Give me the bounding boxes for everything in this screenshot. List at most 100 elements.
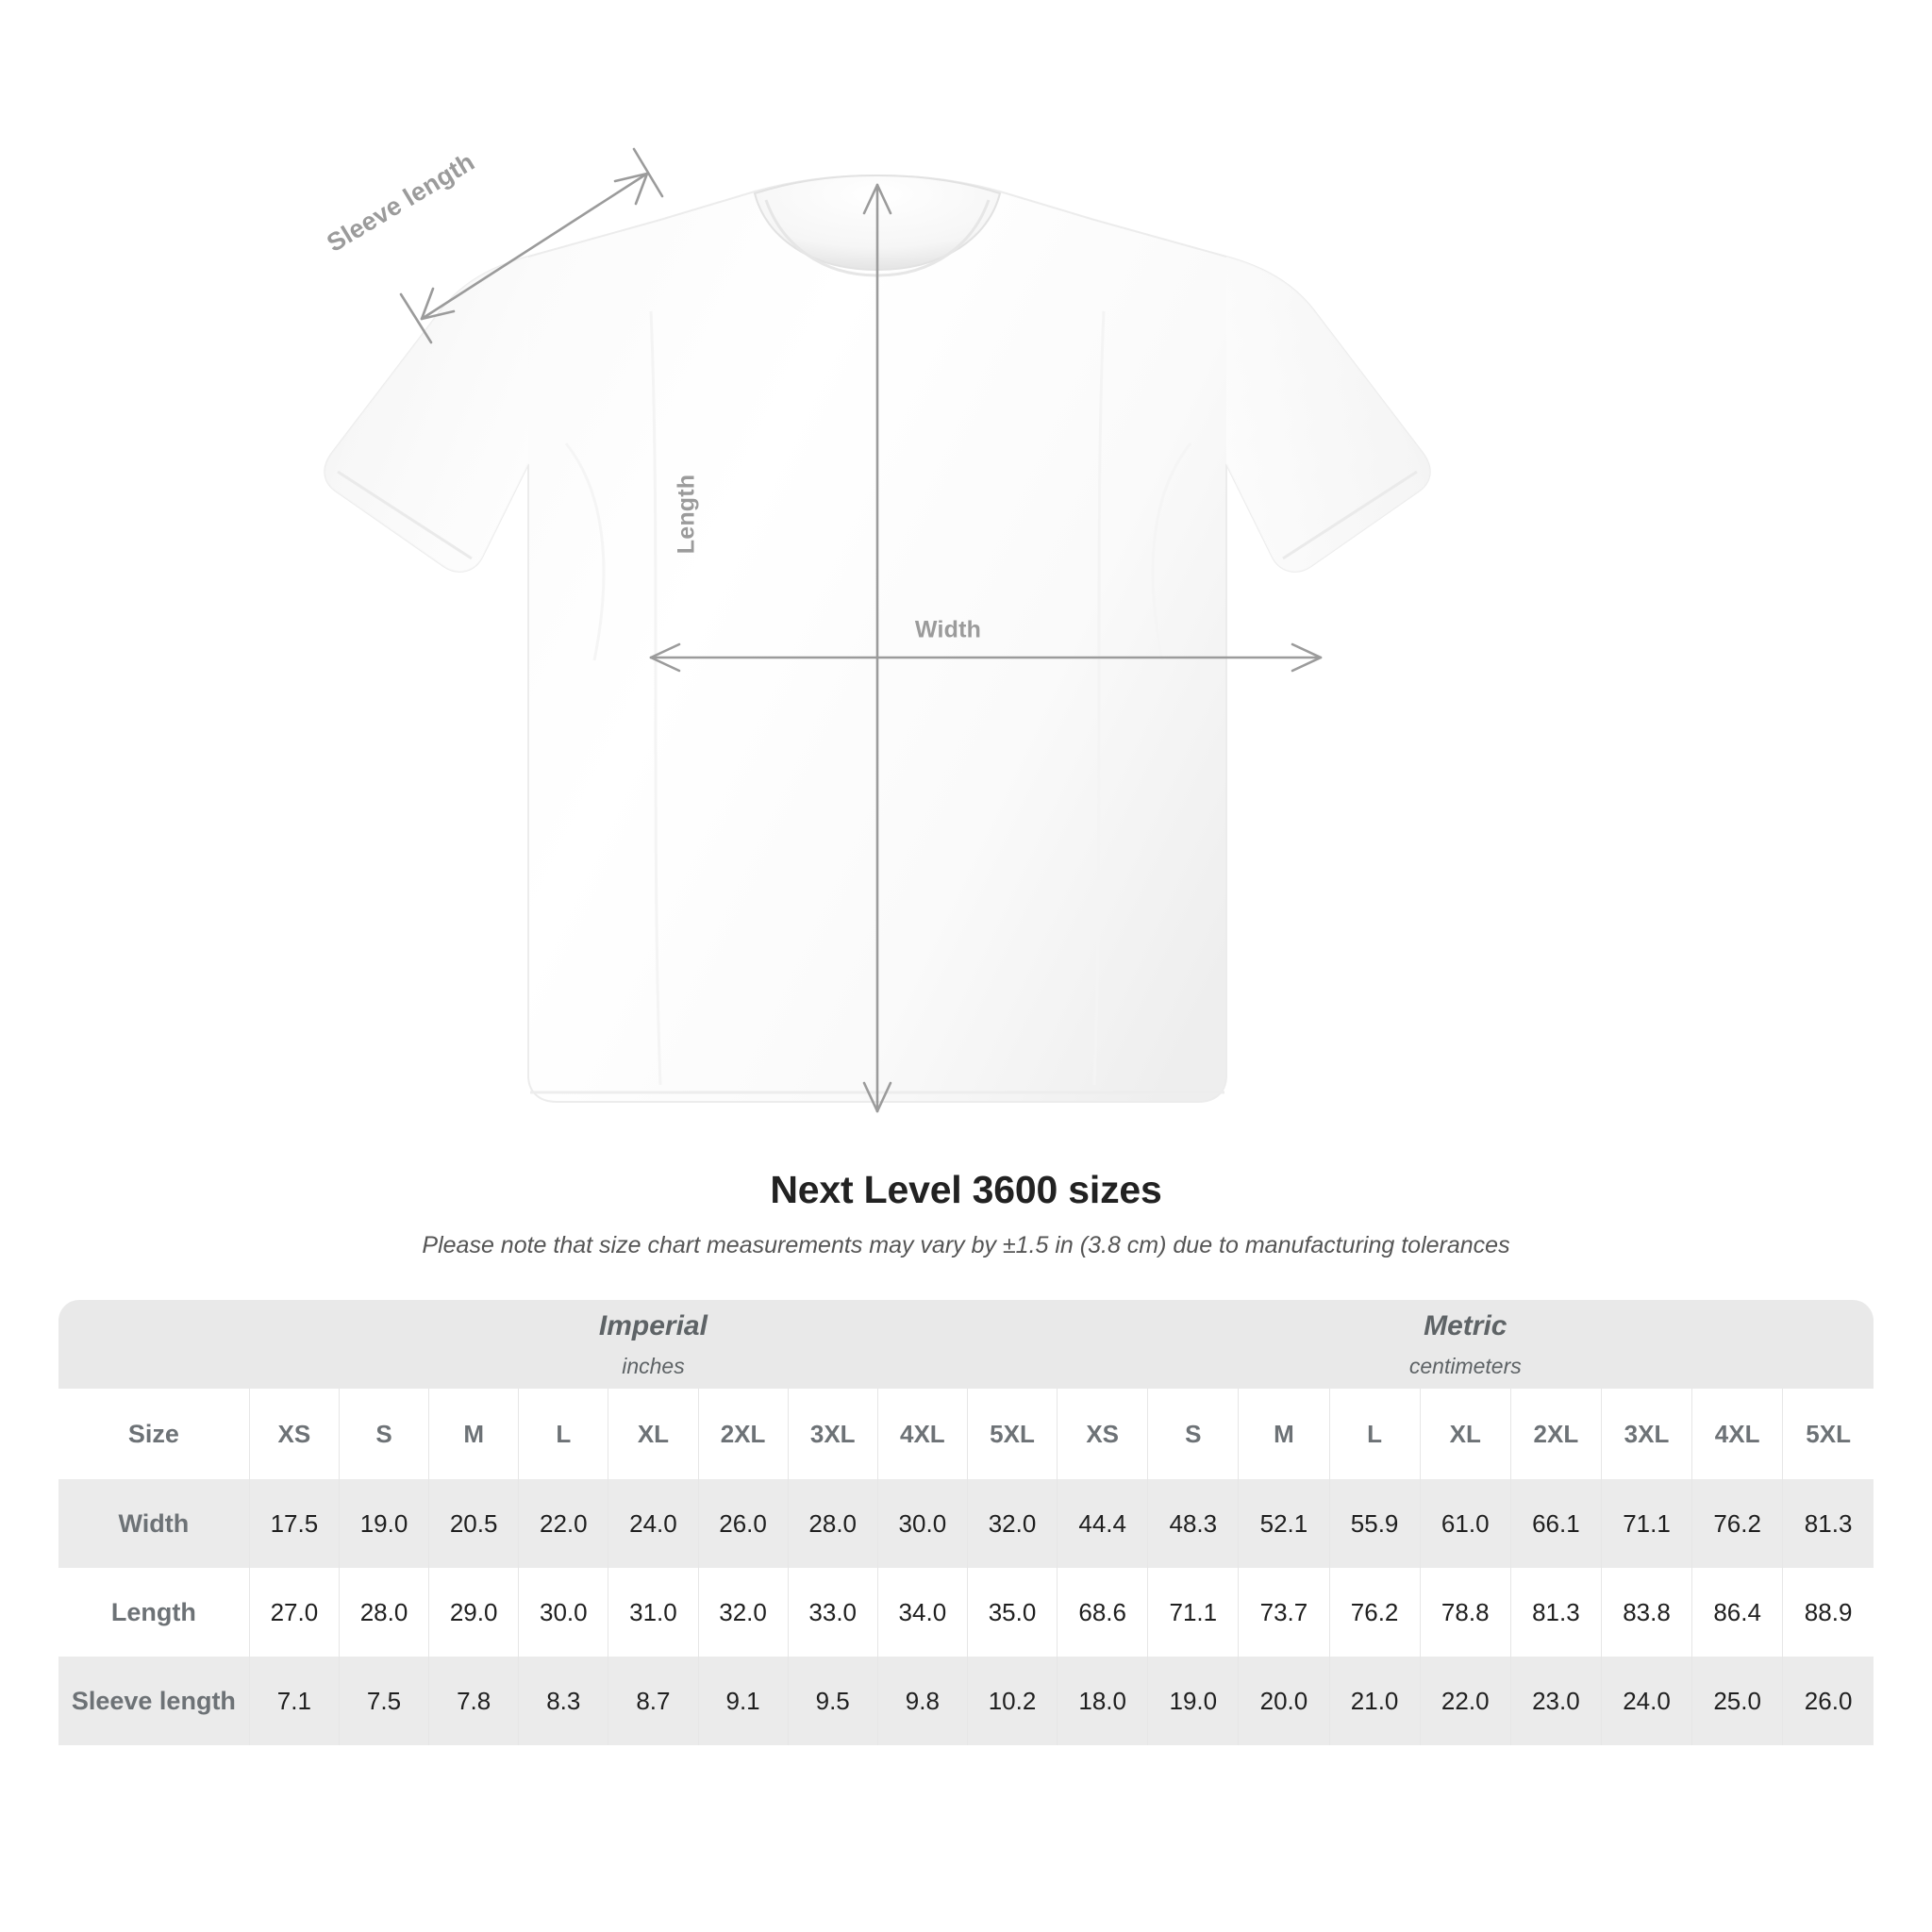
size-header-metric-3xl: 3XL <box>1600 1389 1692 1479</box>
cell-imperial-2xl: 9.1 <box>697 1657 789 1745</box>
fold-left <box>649 310 662 1086</box>
size-header-imperial-3xl: 3XL <box>787 1389 878 1479</box>
cell-metric-xl: 22.0 <box>1419 1657 1511 1745</box>
width-arrowhead-left <box>649 642 681 673</box>
page-title: Next Level 3600 sizes <box>770 1168 1162 1211</box>
sleeve-measure-line <box>420 172 649 321</box>
cell-imperial-5xl: 10.2 <box>966 1657 1058 1745</box>
cell-imperial-4xl: 34.0 <box>876 1568 968 1657</box>
cell-metric-s: 19.0 <box>1147 1657 1239 1745</box>
cell-imperial-l: 22.0 <box>518 1479 608 1568</box>
cell-metric-m: 73.7 <box>1238 1568 1330 1657</box>
cell-imperial-xl: 8.7 <box>608 1657 698 1745</box>
cell-imperial-l: 8.3 <box>518 1657 608 1745</box>
cell-metric-m: 20.0 <box>1238 1657 1330 1745</box>
cell-metric-s: 71.1 <box>1147 1568 1239 1657</box>
size-header-imperial-xs: XS <box>248 1389 340 1479</box>
size-header-metric-4xl: 4XL <box>1691 1389 1783 1479</box>
left-sleeve-hem <box>337 470 473 560</box>
cell-imperial-xs: 7.1 <box>248 1657 340 1745</box>
size-header-metric-s: S <box>1147 1389 1239 1479</box>
row-label-width: Width <box>58 1479 250 1568</box>
sleeve-arrowhead-end <box>613 172 649 206</box>
length-label: Length <box>673 474 700 555</box>
unit-header-imperial: Imperial inches <box>249 1300 1058 1389</box>
cell-imperial-5xl: 35.0 <box>966 1568 1058 1657</box>
sleeve-tick-start <box>399 292 433 344</box>
cell-imperial-l: 30.0 <box>518 1568 608 1657</box>
row-label-length: Length <box>58 1568 250 1657</box>
size-header-metric-xl: XL <box>1419 1389 1511 1479</box>
title-block: Next Level 3600 sizes Please note that s… <box>0 1168 1932 1259</box>
sleeve-tick-end <box>632 147 664 198</box>
metric-name: Metric <box>1424 1309 1507 1341</box>
cell-imperial-s: 19.0 <box>338 1479 429 1568</box>
cell-imperial-xs: 27.0 <box>248 1568 340 1657</box>
cell-metric-l: 76.2 <box>1328 1568 1421 1657</box>
cell-metric-2xl: 66.1 <box>1509 1479 1602 1568</box>
size-row-header: Size <box>58 1389 250 1479</box>
cell-metric-xl: 78.8 <box>1419 1568 1511 1657</box>
shirt-right-sleeve <box>1226 257 1430 572</box>
cell-metric-xs: 44.4 <box>1057 1479 1148 1568</box>
imperial-name: Imperial <box>598 1309 708 1341</box>
cell-metric-xs: 68.6 <box>1057 1568 1148 1657</box>
cell-metric-4xl: 25.0 <box>1691 1657 1783 1745</box>
size-table-container: Imperial inches Metric centimeters Size X… <box>58 1300 1874 1745</box>
size-header-metric-5xl: 5XL <box>1782 1389 1874 1479</box>
row-label-sleeve-length: Sleeve length <box>58 1657 250 1745</box>
fold-side-left <box>564 442 606 661</box>
cell-imperial-m: 29.0 <box>428 1568 519 1657</box>
size-header-imperial-xl: XL <box>608 1389 698 1479</box>
size-header-metric-m: M <box>1238 1389 1330 1479</box>
cell-imperial-2xl: 32.0 <box>697 1568 789 1657</box>
cell-imperial-s: 7.5 <box>338 1657 429 1745</box>
cell-metric-5xl: 26.0 <box>1782 1657 1874 1745</box>
size-header-imperial-4xl: 4XL <box>876 1389 968 1479</box>
cell-imperial-xl: 31.0 <box>608 1568 698 1657</box>
unit-header-metric: Metric centimeters <box>1057 1300 1874 1389</box>
fold-side-right <box>1151 442 1192 661</box>
cell-metric-5xl: 88.9 <box>1782 1568 1874 1657</box>
size-header-imperial-2xl: 2XL <box>697 1389 789 1479</box>
cell-imperial-xs: 17.5 <box>248 1479 340 1568</box>
cell-imperial-4xl: 30.0 <box>876 1479 968 1568</box>
cell-metric-xl: 61.0 <box>1419 1479 1511 1568</box>
width-arrowhead-right <box>1291 642 1323 673</box>
cell-metric-m: 52.1 <box>1238 1479 1330 1568</box>
size-header-imperial-m: M <box>428 1389 519 1479</box>
cell-metric-4xl: 86.4 <box>1691 1568 1783 1657</box>
size-header-metric-2xl: 2XL <box>1509 1389 1602 1479</box>
cell-metric-5xl: 81.3 <box>1782 1479 1874 1568</box>
cell-metric-xs: 18.0 <box>1057 1657 1148 1745</box>
size-header-imperial-5xl: 5XL <box>966 1389 1058 1479</box>
tolerance-note: Please note that size chart measurements… <box>422 1232 1510 1258</box>
cell-metric-3xl: 24.0 <box>1600 1657 1692 1745</box>
size-header-metric-l: L <box>1328 1389 1421 1479</box>
unit-corner-spacer <box>58 1300 250 1389</box>
fold-right <box>1092 310 1106 1086</box>
table-row: Sleeve length 7.1 7.5 7.8 8.3 8.7 9.1 9.5 9.8 10.… <box>58 1657 1874 1745</box>
cell-imperial-s: 28.0 <box>338 1568 429 1657</box>
table-row: Length 27.0 28.0 29.0 30.0 31.0 32.0 33.0 34.0 35… <box>58 1568 1874 1657</box>
cell-metric-2xl: 23.0 <box>1509 1657 1602 1745</box>
length-arrowhead-bottom <box>862 1081 892 1113</box>
width-label: Width <box>914 616 982 643</box>
size-header-metric-xs: XS <box>1057 1389 1148 1479</box>
table-row: Width 17.5 19.0 20.5 22.0 24.0 26.0 28.0 30.0 32.… <box>58 1479 1874 1568</box>
unit-header-row: Imperial inches Metric centimeters <box>58 1300 1874 1389</box>
cell-imperial-2xl: 26.0 <box>697 1479 789 1568</box>
tshirt-diagram: Sleeve length Length Width <box>322 147 1431 1113</box>
length-arrowhead-top <box>862 183 892 215</box>
size-header-imperial-s: S <box>338 1389 429 1479</box>
cell-metric-l: 21.0 <box>1328 1657 1421 1745</box>
cell-imperial-4xl: 9.8 <box>876 1657 968 1745</box>
cell-metric-2xl: 81.3 <box>1509 1568 1602 1657</box>
cell-imperial-m: 7.8 <box>428 1657 519 1745</box>
sleeve-arrowhead-start <box>420 287 456 321</box>
cell-imperial-5xl: 32.0 <box>966 1479 1058 1568</box>
cell-metric-s: 48.3 <box>1147 1479 1239 1568</box>
cell-metric-3xl: 83.8 <box>1600 1568 1692 1657</box>
size-header-imperial-l: L <box>518 1389 608 1479</box>
cell-imperial-m: 20.5 <box>428 1479 519 1568</box>
